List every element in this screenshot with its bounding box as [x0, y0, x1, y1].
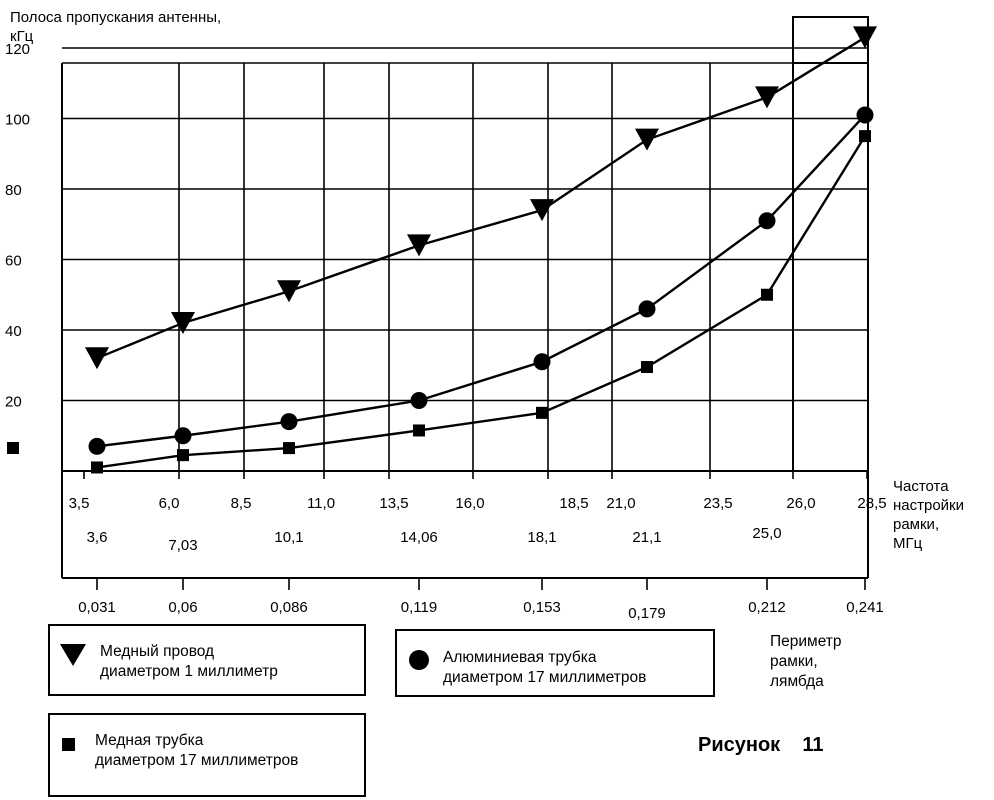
y-tick-label: 100 [5, 112, 30, 129]
freq-point-label: 18,1 [527, 529, 556, 546]
legend-label-copper-wire: Медный провод диаметром 1 миллиметр [100, 643, 278, 680]
data-point-triangle [635, 128, 659, 151]
perimeter-tick-label: 0,086 [270, 599, 308, 616]
data-point-circle [280, 413, 298, 431]
data-point-circle [758, 212, 776, 230]
axis-label-line: Частота [893, 478, 949, 495]
y-tick-label: 20 [5, 394, 22, 411]
freq-point-label: 14,06 [400, 529, 438, 546]
x-grid-tick-label: 26,0 [786, 495, 815, 512]
data-point-square [91, 461, 103, 474]
freq-point-label: 21,1 [632, 529, 661, 546]
freq-point-label: 10,1 [274, 529, 303, 546]
data-point-triangle [853, 26, 877, 49]
data-point-triangle [171, 311, 195, 334]
x-grid-tick-label: 3,5 [69, 495, 90, 512]
data-point-square [641, 361, 653, 374]
y-tick-label: 60 [5, 253, 22, 270]
data-point-square [413, 424, 425, 437]
data-point-triangle [277, 280, 301, 303]
y-tick-label: 80 [5, 182, 22, 199]
series-line [96, 36, 866, 360]
axis-label-line: настройки [893, 497, 964, 514]
series-layer [7, 26, 877, 474]
perimeter-tick-label: 0,179 [628, 605, 666, 622]
x-grid-tick-label: 18,5 [559, 495, 588, 512]
x-grid-tick-label: 11,0 [307, 495, 335, 512]
data-point-circle [638, 300, 656, 318]
data-point-triangle [85, 347, 109, 370]
perimeter-tick-label: 0,241 [846, 599, 884, 616]
x-grid-tick-label: 23,5 [703, 495, 732, 512]
axis-label-line: кГц [10, 28, 34, 45]
data-point-circle [88, 437, 106, 455]
x-grid-tick-label: 28,5 [857, 495, 886, 512]
legend-label-aluminium-tube: Алюминиевая трубка диаметром 17 миллимет… [443, 649, 647, 686]
square-icon [62, 738, 75, 751]
data-point-triangle [530, 199, 554, 222]
perimeter-tick-label: 0,119 [401, 599, 437, 616]
x-grid-tick-label: 8,5 [231, 495, 252, 512]
x-grid-tick-label: 16,0 [455, 495, 484, 512]
data-point-triangle [407, 234, 431, 257]
axes [61, 16, 869, 590]
axis-label-line: Полоса пропускания антенны, [10, 9, 221, 26]
top-box [792, 16, 869, 64]
series-line [96, 135, 867, 469]
grid [62, 47, 868, 471]
tick-labels: 120 100 80 60 40 20 3,5 6,0 8,5 11,0 13,5 16,0 18,5 2… [5, 41, 887, 622]
data-point-circle [533, 353, 551, 371]
x-grid-tick-label: 13,5 [379, 495, 408, 512]
freq-point-label: 25,0 [752, 525, 781, 542]
data-point-triangle [755, 86, 779, 109]
stray-square-marker [7, 442, 19, 454]
data-point-circle [174, 427, 192, 445]
x-grid-tick-label: 21,0 [606, 495, 635, 512]
circle-icon [409, 650, 429, 670]
data-point-circle [410, 392, 428, 409]
legend-aluminium-tube: Алюминиевая трубка диаметром 17 миллимет… [395, 629, 715, 697]
perimeter-tick-label: 0,212 [748, 599, 786, 616]
data-point-square [536, 406, 548, 419]
series-line [96, 114, 866, 448]
data-point-square [859, 130, 871, 143]
data-point-square [283, 442, 295, 455]
y-axis-label: Полоса пропускания антенны, кГц [10, 9, 221, 45]
x-axis-label: Частота настройки рамки, МГц [893, 478, 964, 552]
data-point-square [761, 288, 773, 301]
legend-copper-wire: Медный провод диаметром 1 миллиметр [48, 624, 366, 696]
axis-label-line: МГц [893, 535, 923, 552]
x-grid-tick-label: 6,0 [159, 495, 180, 512]
triangle-down-icon [60, 644, 86, 666]
freq-point-label: 3,6 [87, 529, 108, 546]
legend-label-copper-tube: Медная трубка диаметром 17 миллиметров [95, 732, 299, 769]
y-tick-label: 40 [5, 323, 22, 340]
perimeter-tick-label: 0,06 [168, 599, 197, 616]
data-point-square [177, 449, 189, 462]
data-point-circle [856, 106, 874, 124]
freq-point-label: 7,03 [168, 537, 197, 554]
legend-copper-tube: Медная трубка диаметром 17 миллиметров [48, 713, 366, 797]
perimeter-axis-label: Периметр рамки, лямбда [770, 633, 842, 690]
axis-label-line: рамки, [893, 516, 939, 533]
figure-caption: Рисунок 11 [698, 734, 824, 756]
perimeter-tick-label: 0,031 [78, 599, 116, 616]
perimeter-tick-label: 0,153 [523, 599, 561, 616]
y-tick-label: 120 [5, 41, 30, 58]
